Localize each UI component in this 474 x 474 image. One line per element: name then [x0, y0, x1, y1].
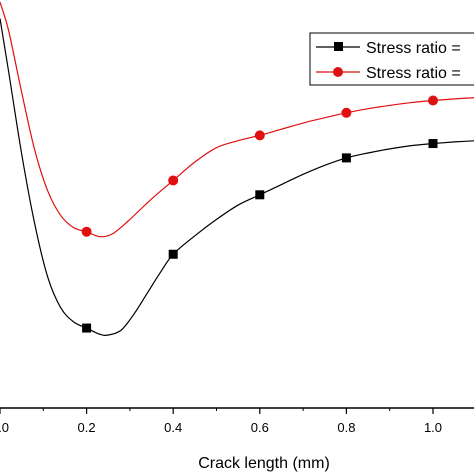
legend-label-series-2: Stress ratio = [366, 65, 461, 82]
x-tick-label: 0.0 [0, 420, 9, 435]
series-1-point [341, 153, 351, 163]
x-tick-label: 0.6 [251, 420, 269, 435]
x-tick-label: 0.2 [78, 420, 96, 435]
x-ticks: 0.0 0.2 0.4 0.6 0.8 1.0 [0, 408, 442, 435]
x-tick-label: 1.0 [424, 420, 442, 435]
series-2-point [341, 107, 352, 118]
series-1-point [255, 190, 265, 200]
series-2-line [0, 1, 474, 238]
series-2-point [81, 226, 92, 237]
x-axis: 0.0 0.2 0.4 0.6 0.8 1.0 Crack length (mm) [0, 407, 474, 472]
legend-marker-series-2 [333, 67, 343, 77]
legend: Stress ratio = Stress ratio = [309, 32, 474, 86]
series-2-point [428, 95, 438, 106]
series-1-point [168, 249, 178, 259]
series-markers [81, 95, 438, 333]
series-2-point [168, 175, 179, 186]
x-tick-label: 0.8 [337, 420, 355, 435]
series-2-point [254, 130, 265, 141]
x-tick-label: 0.4 [164, 420, 182, 435]
legend-marker-series-1 [334, 42, 343, 51]
x-axis-title: Crack length (mm) [198, 455, 330, 472]
series-1-point [82, 323, 92, 333]
legend-label-series-1: Stress ratio = [366, 40, 461, 57]
series-1-point [428, 139, 438, 149]
